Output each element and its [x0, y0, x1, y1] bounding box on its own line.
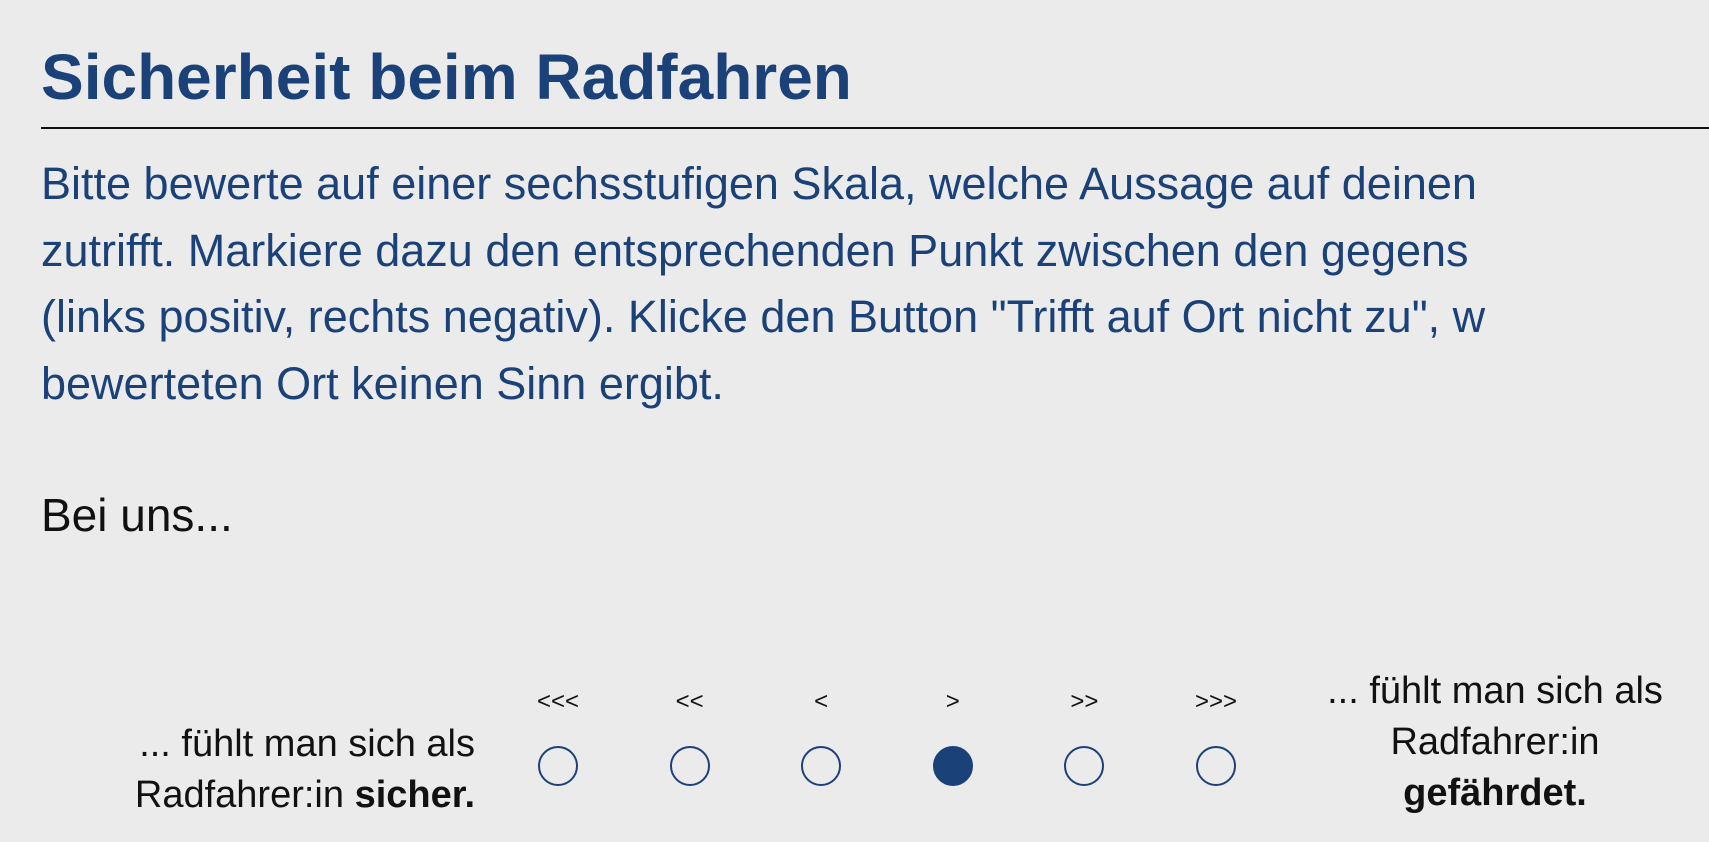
label-text: ... fühlt man sich als — [139, 723, 475, 765]
label-text: Radfahrer:in — [1390, 721, 1600, 763]
radio-button[interactable] — [1196, 746, 1236, 786]
radio-button[interactable] — [538, 746, 578, 786]
title-rule — [41, 127, 1709, 129]
option-symbol: > — [945, 688, 960, 715]
left-label: ... fühlt man sich als Radfahrer:in sich… — [135, 719, 475, 821]
option-symbol: << — [675, 688, 704, 715]
instruction-line: bewerteten Ort keinen Sinn ergibt. — [41, 358, 724, 409]
instruction-line: (links positiv, rechts negativ). Klicke … — [41, 291, 1486, 342]
radio-button[interactable] — [801, 746, 842, 786]
option-symbol: >> — [1070, 688, 1099, 715]
label-bold: gefährdet. — [1403, 772, 1587, 814]
radio-button[interactable] — [1064, 746, 1105, 786]
option-symbol: >>> — [1194, 688, 1238, 715]
prompt: Bei uns... — [41, 489, 233, 541]
option-symbol: <<< — [536, 688, 580, 715]
label-text: ... fühlt man sich als — [1327, 670, 1663, 712]
label-bold: sicher. — [354, 774, 475, 816]
instruction-line: Bitte bewerte auf einer sechsstufigen Sk… — [41, 158, 1477, 209]
right-label: ... fühlt man sich als Radfahrer:in gefä… — [1295, 666, 1695, 819]
radio-button[interactable] — [932, 746, 973, 786]
instruction-line: zutrifft. Markiere dazu den entsprechend… — [41, 225, 1469, 276]
radio-button[interactable] — [669, 746, 710, 786]
option-symbol: < — [814, 688, 829, 715]
page-title: Sicherheit beim Radfahren — [41, 41, 852, 113]
label-text: Radfahrer:in — [134, 774, 345, 816]
